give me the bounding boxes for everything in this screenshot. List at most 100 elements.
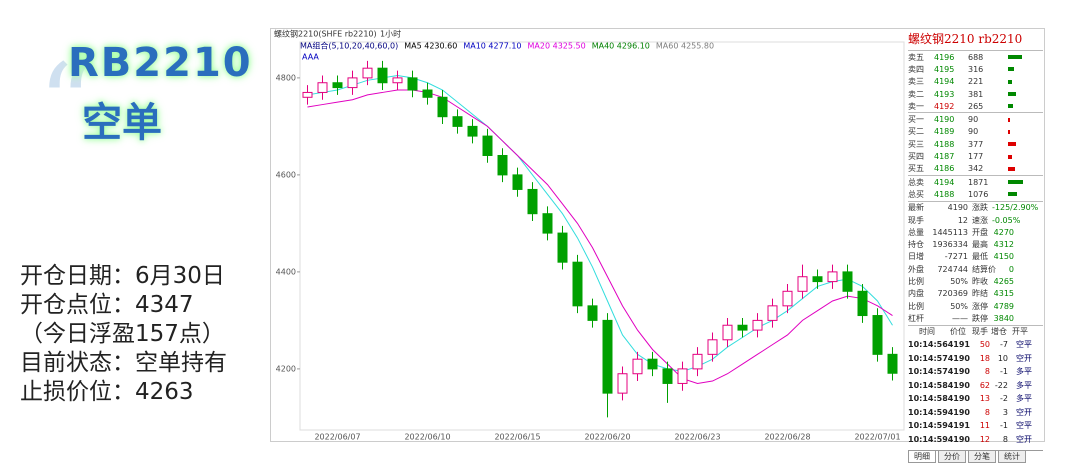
tick-row: 10:14:57 4190 8 -1 多平 xyxy=(908,365,1043,379)
tick-row: 10:14:58 4190 13 -2 多平 xyxy=(908,392,1043,406)
quote-title: 螺纹钢2210 rb2210 xyxy=(908,32,1023,46)
ma-line xyxy=(307,89,893,384)
tab[interactable]: 分价 xyxy=(938,450,966,463)
book-price: 4188 xyxy=(934,139,955,149)
tick-cell: 12 xyxy=(979,434,990,444)
tab[interactable]: 统计 xyxy=(998,450,1026,463)
tick-cell: 10 xyxy=(997,353,1008,363)
y-tick-label: 4600 xyxy=(276,170,296,179)
tick-cell: 4190 xyxy=(947,353,970,363)
stat-row: 总量 1445113 开盘 4270 xyxy=(908,226,1043,238)
tick-cell: -1 xyxy=(1000,367,1008,377)
trade-info: 开仓日期：6月30日 开仓点位：4347 （今日浮盈157点） 目前状态：空单持有 止损… xyxy=(20,262,227,407)
info-line: 止损价位：4263 xyxy=(20,379,194,405)
tab[interactable]: 分笔 xyxy=(968,450,996,463)
book-bar xyxy=(1008,192,1017,197)
book-price: 4188 xyxy=(934,189,955,199)
book-volume: 688 xyxy=(968,52,984,62)
tick-cell: 10:14:56 xyxy=(908,340,948,350)
candle-body xyxy=(692,353,703,370)
tick-cell: 空开 xyxy=(1016,353,1032,363)
tick-row: 10:14:58 4190 62 -22 多平 xyxy=(908,378,1043,392)
ma-legend: MA5 4230.60 xyxy=(404,42,457,51)
ma-legend: MA组合(5,10,20,40,60,0) xyxy=(300,41,398,51)
stat-value: 1445113 xyxy=(932,227,968,237)
info-line: 开仓日期：6月30日 xyxy=(20,263,225,289)
chart-period: 1小时 xyxy=(380,29,401,39)
stat-row: 外盘 724744 结算价 0 xyxy=(908,263,1043,275)
chart: 螺纹钢2210(SHFE rb2210) 1小时 MA组合(5,10,20,40,6… xyxy=(274,29,905,441)
tick-cell: 10:14:58 xyxy=(908,380,948,390)
book-label: 总卖 xyxy=(908,177,924,187)
stat-label: 比例 xyxy=(908,276,924,286)
book-bar xyxy=(1008,104,1014,109)
candle-body xyxy=(752,319,763,331)
stat-label: 日增 xyxy=(908,252,924,262)
stat-label: 速涨 xyxy=(972,215,988,225)
candle-body xyxy=(617,373,628,394)
candle-body xyxy=(347,77,358,89)
tick-cell: 50 xyxy=(979,340,990,350)
book-row: 卖五 4196 688 xyxy=(908,50,1043,63)
book-row: 买三 4188 377 xyxy=(908,138,1043,150)
tick-row: 10:14:59 4191 11 -1 空平 xyxy=(908,419,1043,433)
stat-label: 最高 xyxy=(972,240,988,250)
ma-legend: MA20 4325.50 xyxy=(528,42,586,51)
book-label: 卖四 xyxy=(908,64,924,74)
stat-value: 724744 xyxy=(937,264,968,274)
stat-label: 外盘 xyxy=(908,264,924,274)
quote-panel: 螺纹钢2210 rb2210 卖五 4196 688 卖四 4195 316 卖三 4194 22… xyxy=(908,30,1043,463)
stat-label: 最新 xyxy=(908,203,924,213)
candle-body xyxy=(857,290,868,317)
book-bar xyxy=(1008,129,1010,134)
tick-cell: 3 xyxy=(1002,407,1008,417)
info-line: 目前状态：空单持有 xyxy=(20,350,227,376)
stat-row: 日增 -7271 最低 4150 xyxy=(908,251,1043,263)
x-tick-label: 2022/06/20 xyxy=(584,433,630,441)
tick-cell: 13 xyxy=(979,394,990,404)
candle-body xyxy=(572,261,583,307)
book-volume: 316 xyxy=(968,64,984,74)
trading-panel xyxy=(270,28,1045,442)
tab[interactable]: 明细 xyxy=(908,450,936,463)
tick-header-cell: 时间 xyxy=(919,327,935,337)
stat-label: 持仓 xyxy=(908,240,924,250)
book-volume: 1076 xyxy=(968,189,989,199)
candle-body xyxy=(482,135,493,156)
tick-header: 时间 价位 现手 增仓 开平 xyxy=(908,324,1043,338)
book-price: 4194 xyxy=(934,77,955,87)
stat-value: 4150 xyxy=(993,252,1014,262)
tick-cell: 10:14:59 xyxy=(908,434,948,444)
candle-body xyxy=(812,276,823,283)
position-type: 空单 xyxy=(82,100,162,146)
candle-body xyxy=(587,305,598,321)
book-label: 卖二 xyxy=(908,89,924,99)
book-bar xyxy=(1008,180,1023,185)
book-label: 买一 xyxy=(908,115,924,125)
stat-value: 4789 xyxy=(993,301,1014,311)
x-tick-label: 2022/06/28 xyxy=(764,433,810,441)
book-label: 卖一 xyxy=(908,101,924,111)
tick-cell: 4191 xyxy=(947,340,970,350)
ma-line xyxy=(307,74,893,372)
tick-header-cell: 开平 xyxy=(1012,327,1028,337)
candle-body xyxy=(527,188,538,215)
stat-value: 720369 xyxy=(937,289,968,299)
candle-body xyxy=(467,125,478,137)
candle-body xyxy=(602,319,613,394)
tick-row: 10:14:59 4190 12 8 空开 xyxy=(908,432,1043,446)
candle-body xyxy=(872,315,883,355)
stat-row: 持仓 1936334 最高 4312 xyxy=(908,238,1043,250)
ma-legend: MA60 4255.80 xyxy=(656,42,714,51)
book-bar xyxy=(1008,55,1022,60)
x-tick-label: 2022/06/15 xyxy=(494,433,540,441)
tick-cell: 4190 xyxy=(947,367,970,377)
x-tick-label: 2022/07/01 xyxy=(854,433,900,441)
y-tick-label: 4400 xyxy=(276,267,296,276)
tick-cell: 空平 xyxy=(1016,340,1032,350)
tick-cell: 10:14:57 xyxy=(908,367,948,377)
stat-row: 比例 50% 涨停 4789 xyxy=(908,300,1043,312)
stat-value: -0.05% xyxy=(992,215,1021,225)
quote-decoration: “ xyxy=(38,40,95,168)
candle-body xyxy=(797,276,808,292)
